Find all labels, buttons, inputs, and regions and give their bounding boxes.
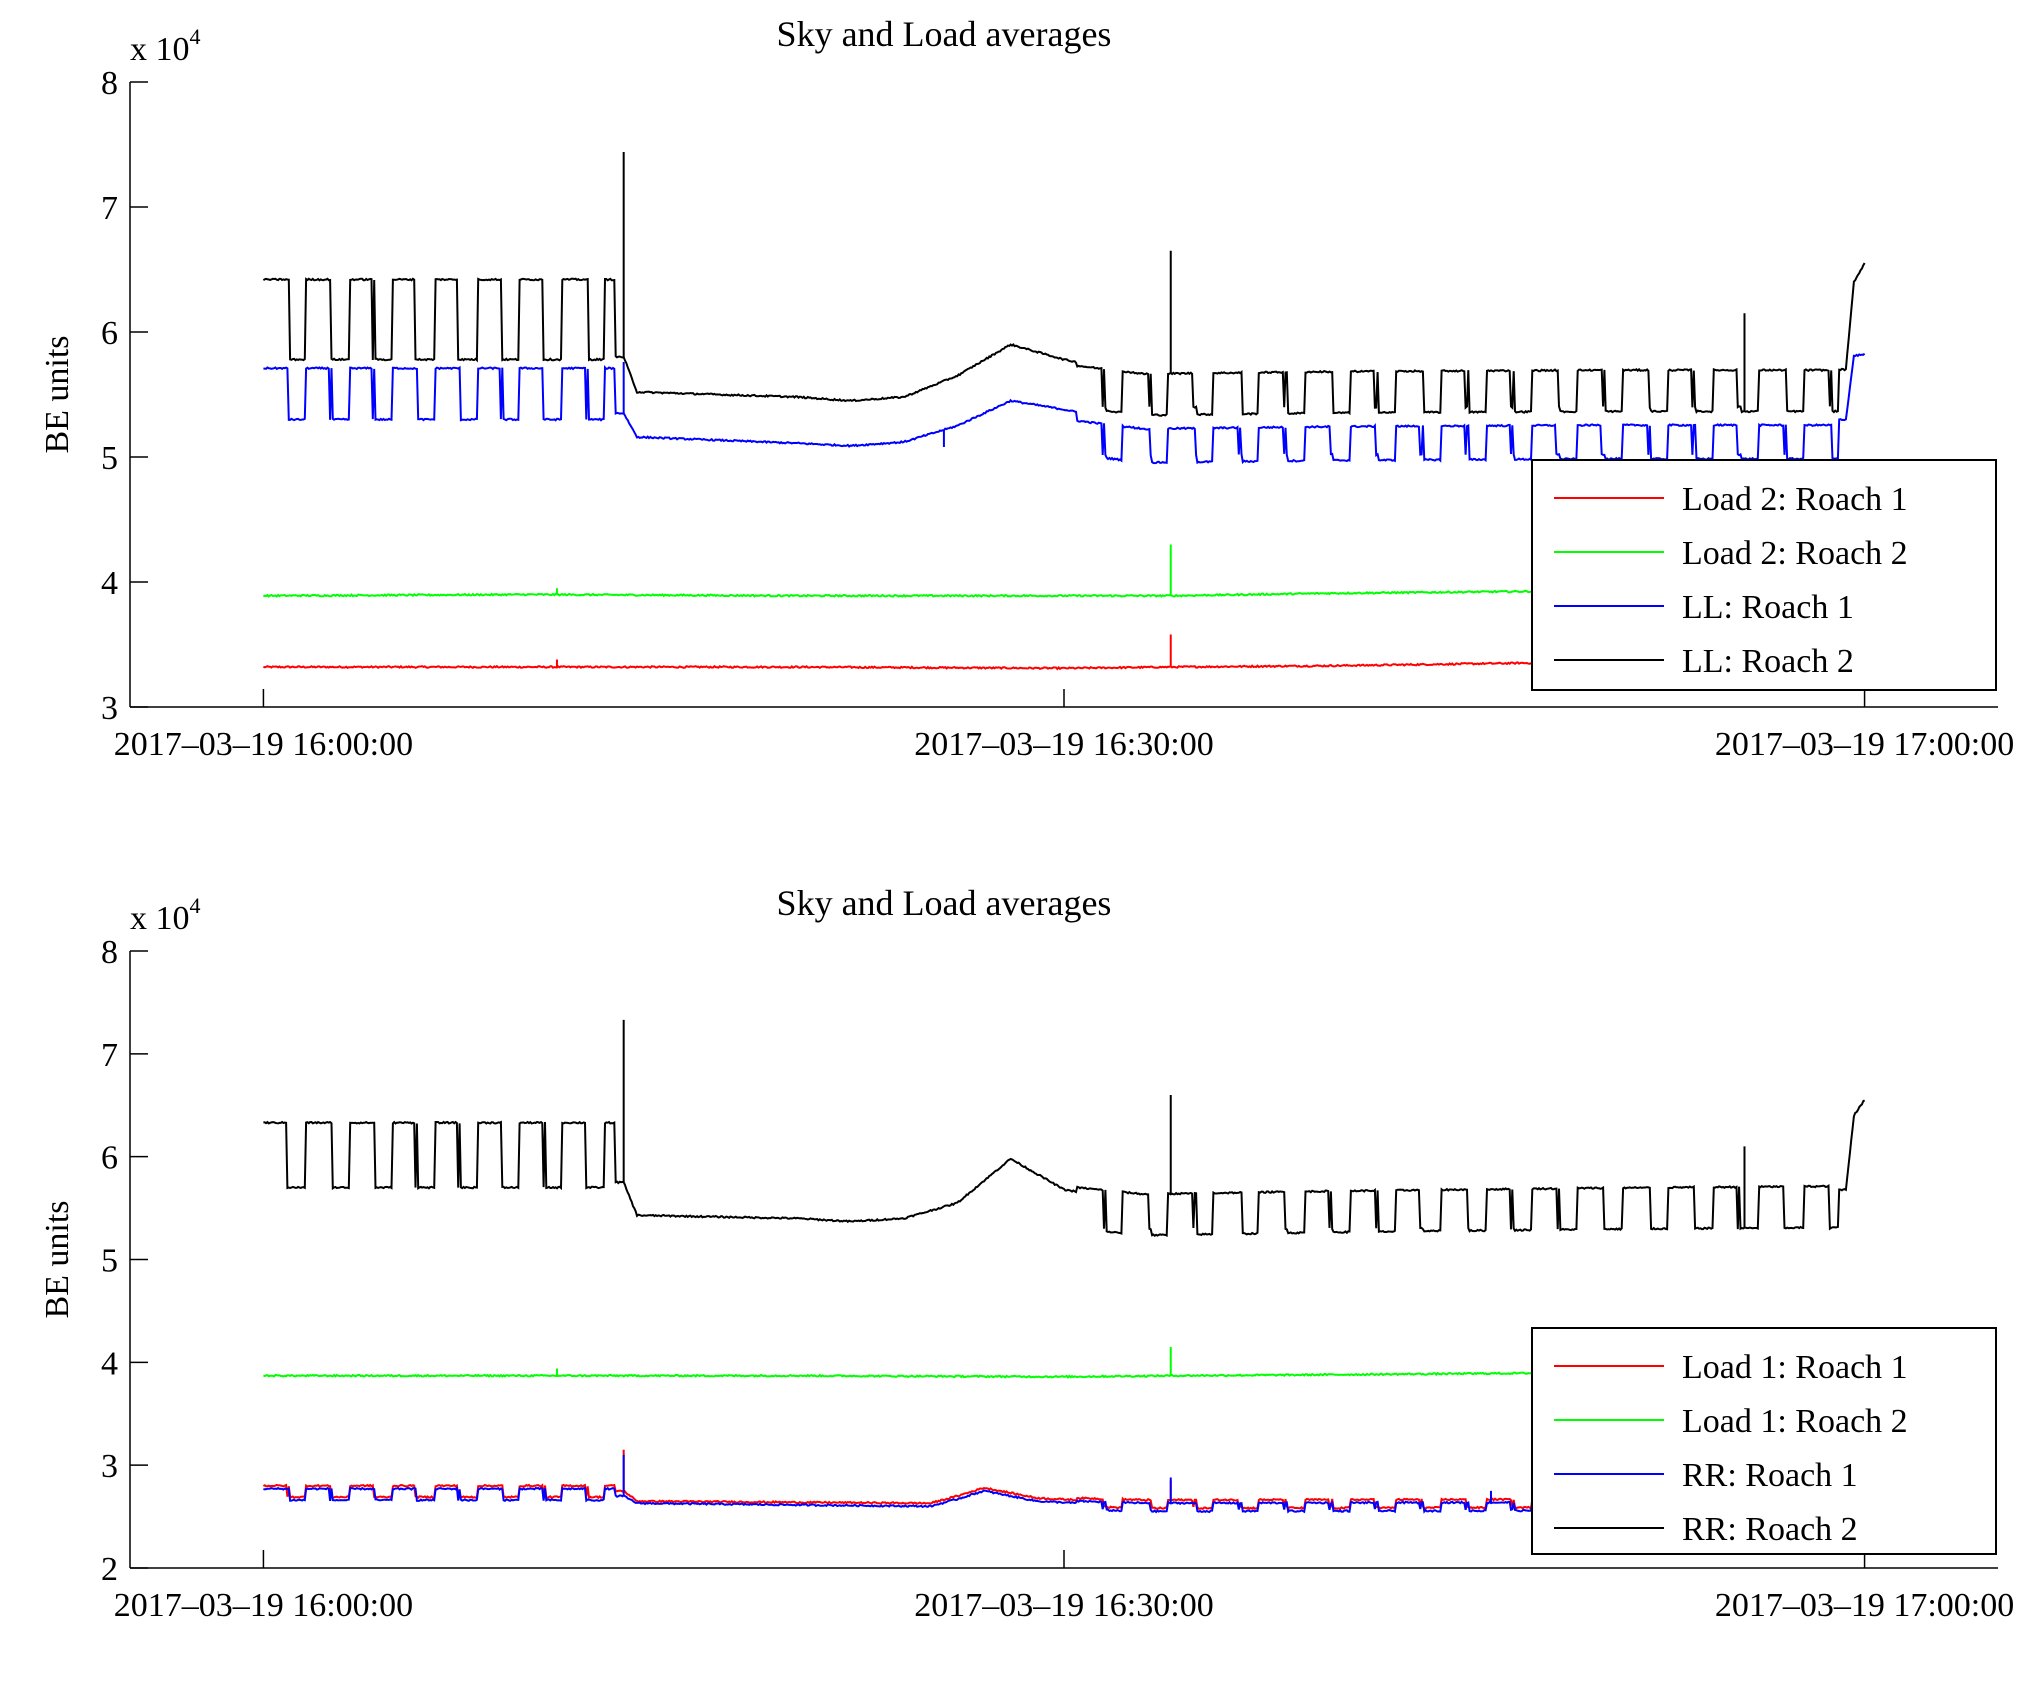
legend-label: RR: Roach 1	[1682, 1457, 1858, 1494]
y-tick-label: 4	[101, 1345, 118, 1382]
legend: Load 2: Roach 1 Load 2: Roach 2 LL: Roach …	[1531, 459, 1997, 691]
y-tick-label: 6	[101, 1140, 118, 1177]
y-tick-label: 4	[101, 565, 118, 602]
y-tick-label: 7	[101, 190, 118, 227]
x-tick-label: 2017–03–19 16:30:00	[914, 726, 1213, 763]
x-tick-label: 2017–03–19 17:00:00	[1715, 1587, 2014, 1624]
y-multiplier-exponent: 4	[190, 893, 201, 918]
x-tick-label: 2017–03–19 16:00:00	[114, 1587, 413, 1624]
y-multiplier-base: x 10	[130, 31, 190, 68]
legend-label: RR: Roach 2	[1682, 1511, 1858, 1548]
y-tick-label: 8	[101, 934, 118, 971]
y-multiplier-exponent: 4	[190, 24, 201, 49]
x-tick-label: 2017–03–19 16:30:00	[914, 1587, 1213, 1624]
y-tick-label: 5	[101, 1243, 118, 1280]
y-tick-label: 5	[101, 440, 118, 477]
y-tick-label: 3	[101, 690, 118, 727]
legend-label: Load 1: Roach 2	[1682, 1403, 1908, 1440]
legend-label: Load 1: Roach 1	[1682, 1349, 1908, 1386]
y-multiplier: x 104	[130, 893, 201, 937]
y-tick-label: 2	[101, 1551, 118, 1588]
chart-title: Sky and Load averages	[777, 14, 1112, 54]
x-tick-label: 2017–03–19 16:00:00	[114, 726, 413, 763]
series-line-4	[263, 1099, 1866, 1237]
y-axis-label: BE units	[39, 335, 76, 453]
x-tick-label: 2017–03–19 17:00:00	[1715, 726, 2014, 763]
y-tick-label: 6	[101, 315, 118, 352]
legend-label: LL: Roach 2	[1682, 643, 1854, 680]
legend-label: Load 2: Roach 1	[1682, 481, 1908, 518]
y-multiplier-base: x 10	[130, 900, 190, 937]
chart-title: Sky and Load averages	[777, 883, 1112, 923]
legend-label: LL: Roach 1	[1682, 589, 1854, 626]
y-tick-label: 3	[101, 1448, 118, 1485]
legend: Load 1: Roach 1 Load 1: Roach 2 RR: Roach …	[1531, 1327, 1997, 1555]
series-line-4	[262, 262, 1866, 417]
series-line-3	[263, 352, 1866, 465]
y-axis-label: BE units	[39, 1200, 76, 1318]
y-tick-label: 7	[101, 1037, 118, 1074]
y-tick-label: 8	[101, 65, 118, 102]
y-multiplier: x 104	[130, 24, 201, 68]
legend-label: Load 2: Roach 2	[1682, 535, 1908, 572]
